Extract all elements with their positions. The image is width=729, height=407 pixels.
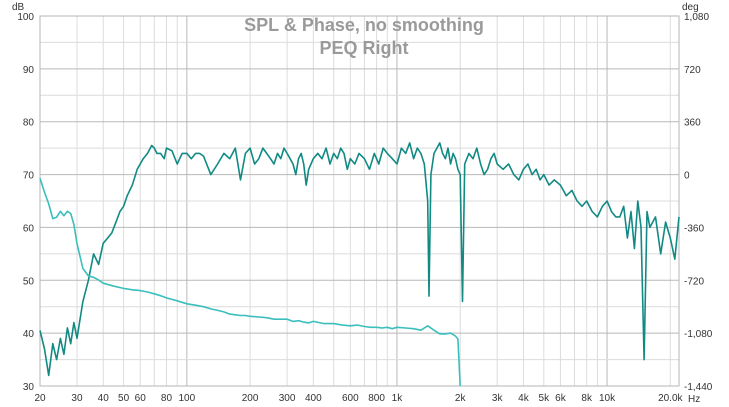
y2-tick-label: -1,080: [684, 329, 713, 340]
x-tick-label: 100: [179, 393, 196, 404]
x-tick-label: 400: [305, 393, 322, 404]
chart-title: SPL & Phase, no smoothing: [244, 15, 484, 35]
y2-tick-label: 1,080: [684, 12, 709, 23]
y-tick-label: 50: [23, 276, 35, 287]
y-axis-unit: dB: [12, 2, 25, 13]
chart-subtitle: PEQ Right: [320, 38, 409, 58]
x-tick-label: 5k: [539, 393, 551, 404]
x-tick-label: 200: [242, 393, 259, 404]
x-tick-label: 50: [118, 393, 130, 404]
x-tick-label: 10k: [599, 393, 616, 404]
y2-axis-ticks: -1,440 -1,080 -720 -360 0 360 720 1,080: [684, 12, 713, 393]
plot-frame: [39, 15, 680, 387]
x-tick-label: 20.0k: [658, 393, 683, 404]
y-tick-label: 30: [23, 382, 35, 393]
y2-tick-label: 0: [684, 171, 690, 182]
x-tick-label: 30: [71, 393, 83, 404]
x-tick-label: 8k: [581, 393, 593, 404]
y2-tick-label: 720: [684, 65, 701, 76]
y2-tick-label: 360: [684, 118, 701, 129]
spl-line: [39, 142, 680, 377]
y-tick-label: 40: [23, 329, 35, 340]
x-tick-label: 600: [342, 393, 359, 404]
grid: [39, 15, 679, 387]
x-tick-label: 300: [279, 393, 296, 404]
x-tick-label: 6k: [555, 393, 567, 404]
y-tick-label: 100: [17, 12, 34, 23]
y-tick-label: 70: [23, 171, 35, 182]
x-axis-ticks: 20 30 40 50 60 80 100 200 300 400 600 800 1k 2k 3k 4k 5k…: [34, 393, 683, 404]
y-axis-ticks: 30 40 50 60 70 80 90 100: [17, 12, 34, 393]
x-tick-label: 800: [368, 393, 385, 404]
x-tick-label: 20: [34, 393, 46, 404]
x-tick-label: 4k: [518, 393, 530, 404]
x-tick-label: 60: [135, 393, 147, 404]
x-tick-label: 40: [98, 393, 110, 404]
x-tick-label: 3k: [492, 393, 504, 404]
y-tick-label: 90: [23, 65, 35, 76]
x-tick-label: 2k: [455, 393, 467, 404]
y-tick-label: 80: [23, 118, 35, 129]
y2-axis-unit: deg: [682, 2, 699, 13]
x-axis-unit: Hz: [688, 394, 700, 405]
series-layer: [39, 142, 680, 387]
x-tick-label: 1k: [392, 393, 404, 404]
x-tick-label: 80: [161, 393, 173, 404]
y-tick-label: 60: [23, 223, 35, 234]
y2-tick-label: -360: [684, 223, 704, 234]
phase-line: [39, 177, 461, 387]
y2-tick-label: -720: [684, 276, 704, 287]
y2-tick-label: -1,440: [684, 382, 713, 393]
